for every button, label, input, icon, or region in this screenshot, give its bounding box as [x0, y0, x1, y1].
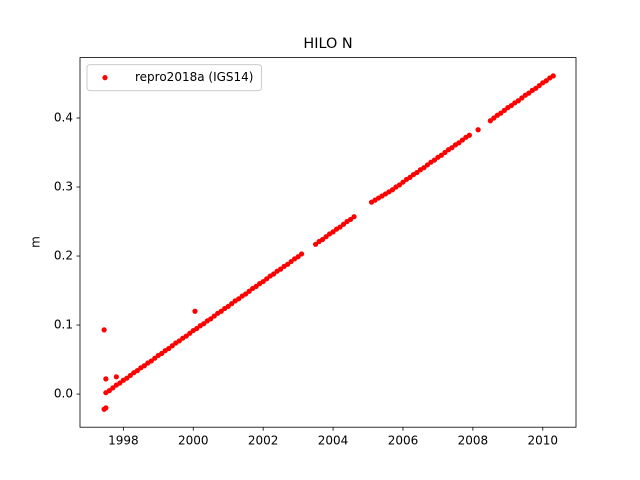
point: [176, 338, 182, 344]
point: [400, 179, 406, 185]
legend-label: repro2018a (IGS14): [135, 70, 253, 84]
point: [449, 145, 455, 151]
point: [103, 405, 109, 411]
point: [459, 137, 465, 143]
point: [260, 278, 266, 285]
point: [519, 95, 525, 101]
point: [218, 308, 224, 314]
point: [211, 313, 217, 319]
point: [285, 261, 291, 267]
point: [110, 385, 116, 391]
point: [475, 127, 481, 133]
x-tick-label: 2002: [248, 434, 279, 448]
point: [312, 241, 319, 247]
point: [141, 363, 147, 369]
point: [487, 118, 493, 124]
point: [148, 358, 154, 364]
point: [288, 258, 294, 265]
point: [264, 276, 270, 282]
point: [169, 343, 175, 349]
point: [396, 182, 403, 188]
point: [208, 316, 214, 322]
point: [127, 372, 133, 379]
point: [113, 374, 119, 380]
point: [124, 375, 130, 381]
point: [187, 330, 193, 336]
point: [431, 157, 438, 163]
point: [456, 140, 462, 146]
y-tick-label: 0.0: [54, 387, 73, 401]
point: [201, 321, 207, 327]
point: [347, 216, 354, 223]
point: [498, 110, 504, 116]
point: [236, 296, 242, 302]
point: [295, 254, 301, 260]
legend-marker: [102, 75, 108, 81]
point: [229, 301, 235, 307]
y-tick-label: 0.2: [54, 249, 73, 263]
chart-title: HILO N: [303, 36, 352, 52]
point: [117, 380, 123, 386]
point: [533, 85, 539, 91]
point: [103, 376, 109, 382]
point: [337, 224, 343, 230]
point: [438, 152, 445, 158]
point: [407, 174, 413, 180]
x-tick-label: 2006: [388, 434, 419, 448]
point: [550, 73, 556, 79]
point: [351, 214, 357, 220]
point: [442, 149, 448, 156]
point: [152, 355, 158, 361]
point: [414, 169, 420, 176]
legend-box: [86, 64, 262, 92]
y-tick-label: 0.1: [54, 318, 73, 332]
x-tick-label: 2008: [458, 434, 489, 448]
point: [323, 234, 329, 240]
point: [421, 165, 427, 171]
point: [501, 107, 507, 113]
point: [508, 102, 514, 109]
point: [225, 303, 231, 310]
x-tick-label: 2010: [528, 434, 559, 448]
point: [101, 327, 107, 333]
x-tick-label: 2004: [318, 434, 349, 448]
point: [243, 291, 249, 297]
point: [183, 333, 189, 339]
point: [246, 288, 252, 294]
point: [194, 325, 200, 332]
point: [340, 221, 347, 227]
point: [271, 271, 277, 277]
point: [319, 236, 326, 243]
point: [278, 266, 284, 272]
point: [526, 90, 532, 96]
point: [134, 368, 140, 374]
point: [536, 82, 542, 89]
point: [166, 345, 172, 352]
y-tick-label: 0.4: [54, 110, 73, 124]
point: [330, 229, 336, 235]
point: [543, 78, 549, 84]
point: [192, 308, 198, 314]
point: [515, 98, 521, 104]
axes-frame: [79, 57, 577, 428]
y-tick-label: 0.3: [54, 180, 73, 194]
x-tick-label: 2000: [178, 434, 209, 448]
point: [159, 350, 165, 356]
point: [106, 388, 112, 394]
point: [299, 251, 305, 257]
point: [466, 132, 472, 138]
x-tick-label: 1998: [108, 434, 139, 448]
point: [491, 115, 497, 121]
point: [424, 162, 431, 168]
point: [389, 187, 396, 193]
point: [253, 283, 259, 289]
y-axis-label: m: [29, 236, 43, 248]
